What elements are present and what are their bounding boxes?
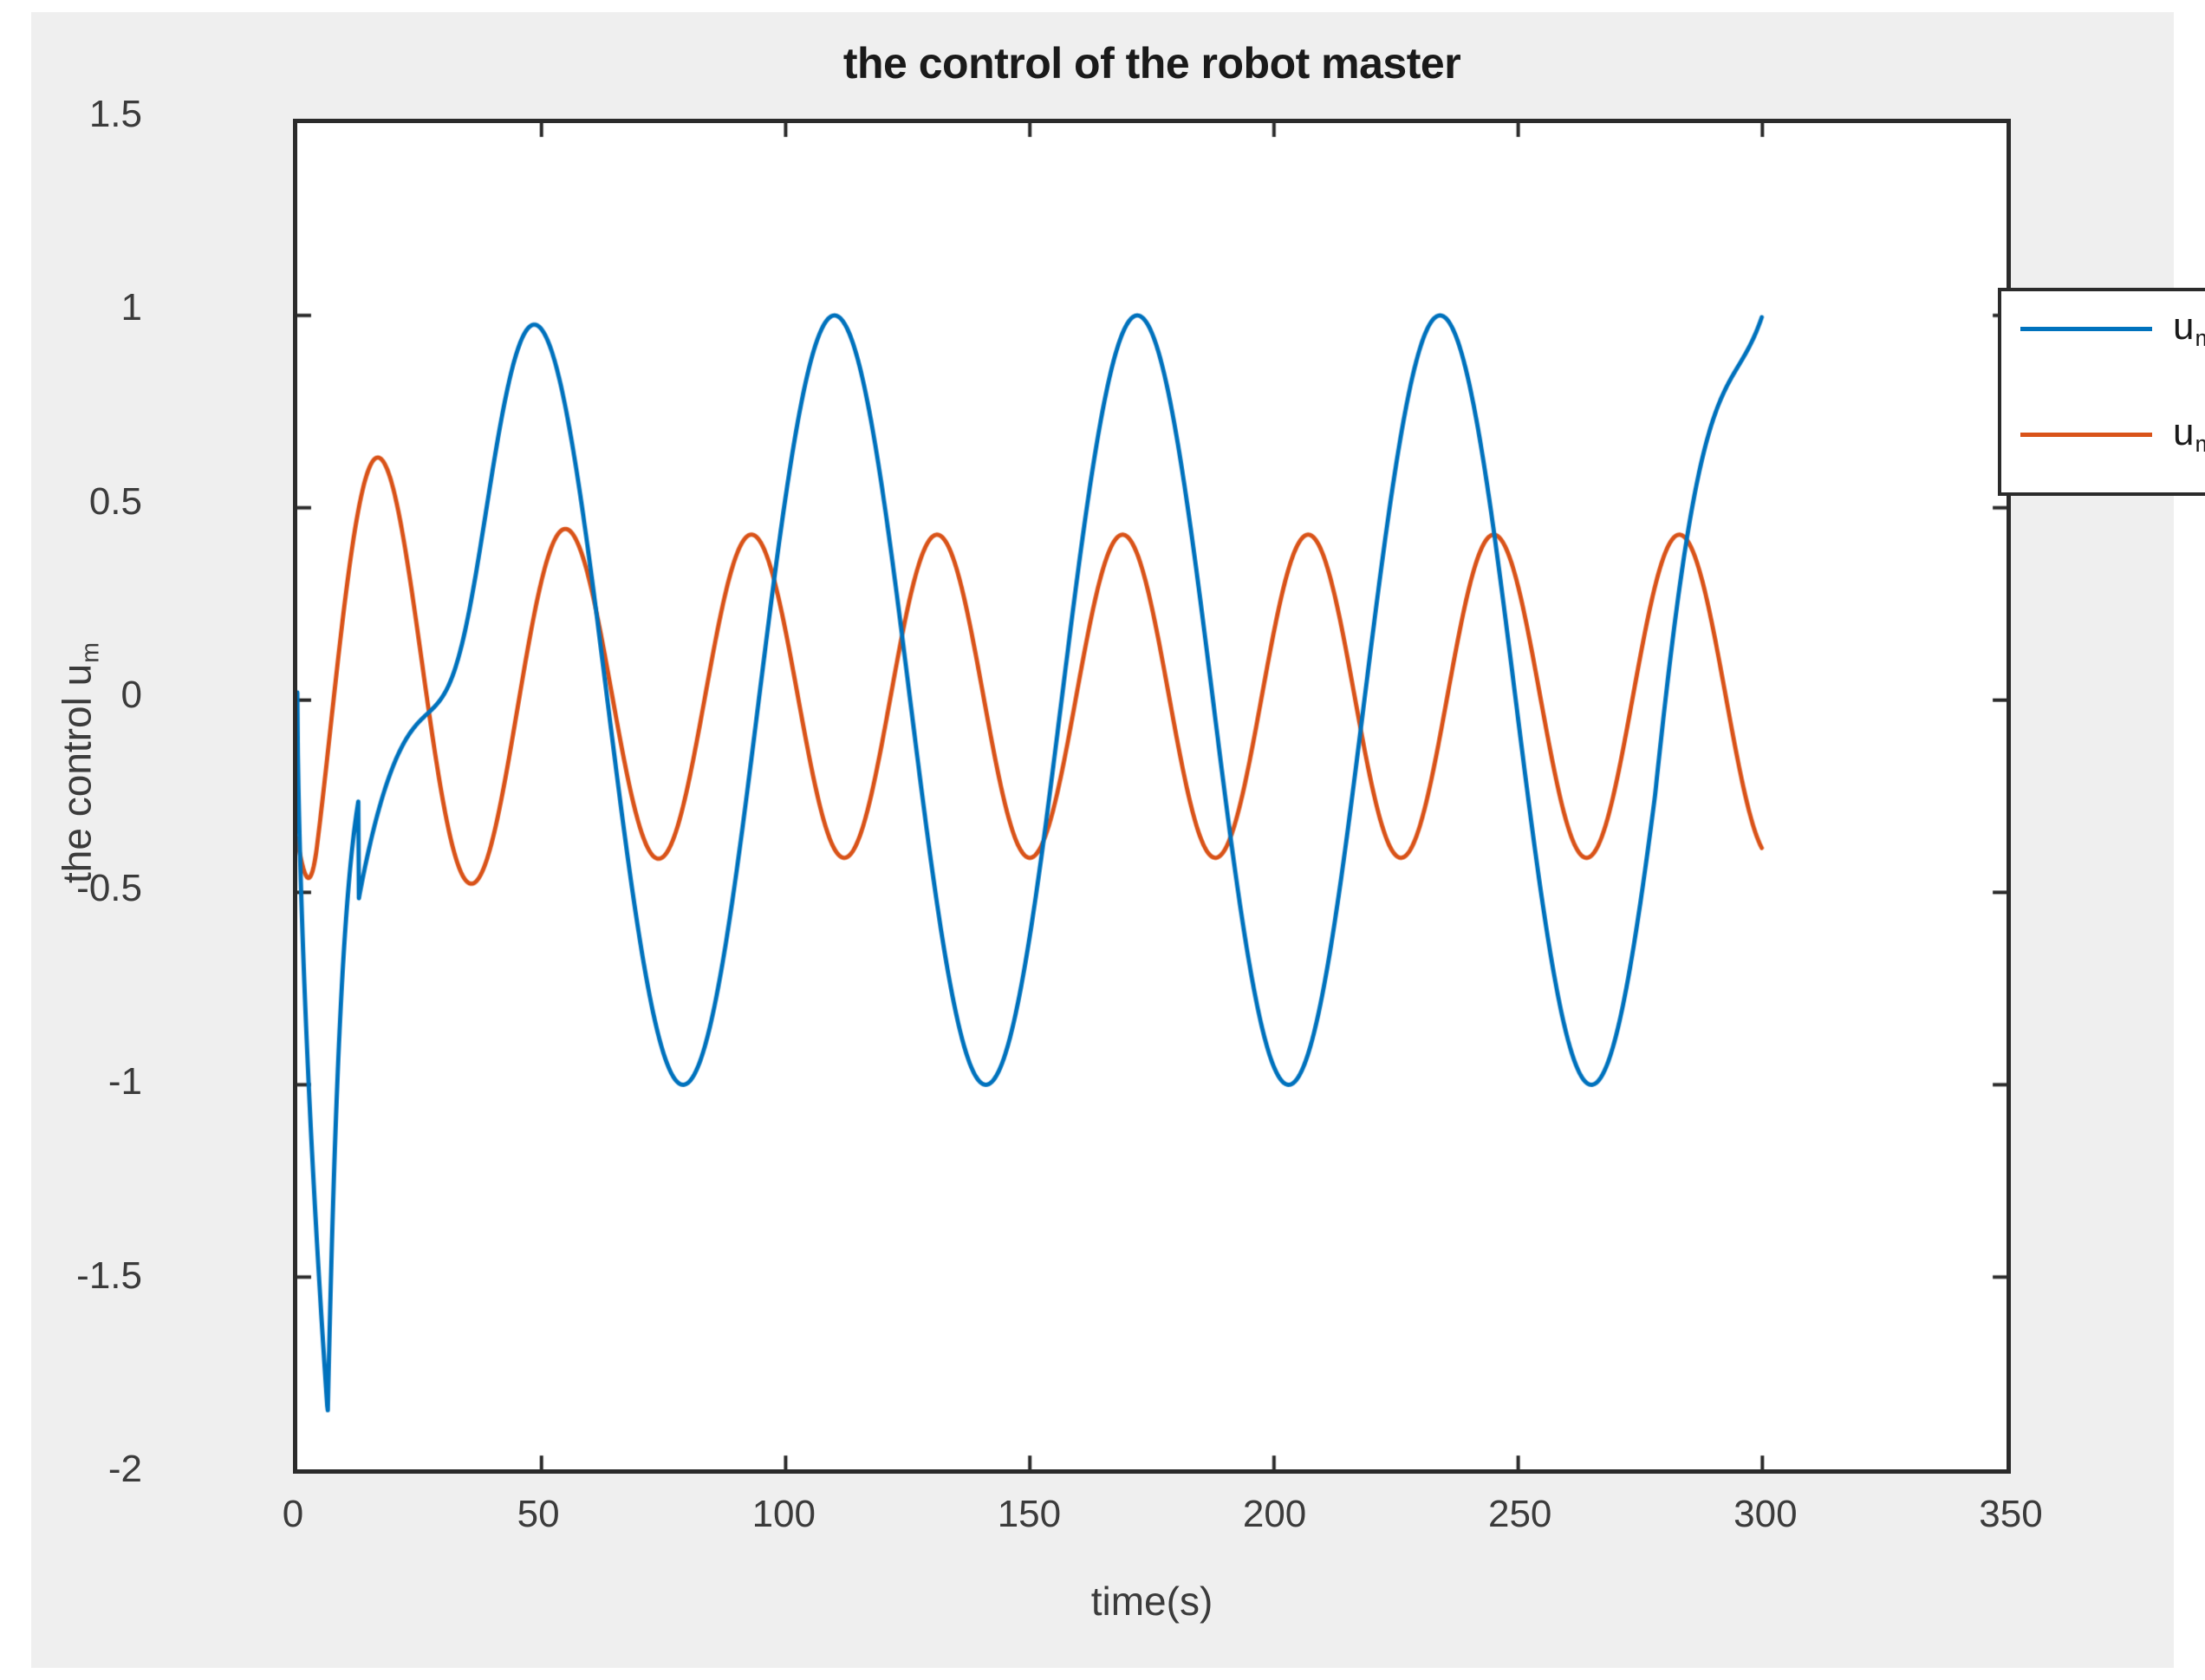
chart-canvas <box>297 123 2007 1469</box>
legend-swatch-uml <box>2020 326 2152 331</box>
y-tick-label: -0.5 <box>76 867 142 910</box>
plot-axes: uml umr <box>293 119 2205 1474</box>
y-tick-label: 0 <box>120 673 142 716</box>
legend-label-uml: uml <box>2173 304 2205 352</box>
legend-entry-uml[interactable]: uml <box>2001 307 2205 350</box>
x-tick-label: 200 <box>1242 1493 1307 1535</box>
x-tick-label: 100 <box>751 1493 816 1535</box>
page-title: the control of the robot master <box>842 39 1461 88</box>
x-tick-label: 50 <box>517 1493 560 1535</box>
legend-label-umr: umr <box>2173 413 2205 456</box>
y-tick-label: 1.5 <box>88 93 142 135</box>
legend-label-uml-base: u <box>2173 304 2195 348</box>
x-tick-label: 0 <box>282 1493 304 1535</box>
x-tick-label: 350 <box>1979 1493 2043 1535</box>
legend-label-uml-sub: ml <box>2195 324 2205 352</box>
legend-label-umr-base: u <box>2173 410 2195 453</box>
y-tick-label: -2 <box>107 1448 142 1490</box>
y-tick-label: 1 <box>120 286 142 329</box>
x-axis-label: time(s) <box>1090 1579 1213 1624</box>
x-tick-label: 250 <box>1487 1493 1552 1535</box>
y-tick-label: -1.5 <box>76 1253 142 1297</box>
legend-swatch-umr <box>2020 432 2152 437</box>
y-tick-label: -1 <box>107 1060 142 1104</box>
legend-entry-umr[interactable]: umr <box>2001 413 2205 456</box>
legend-label-umr-sub: mr <box>2195 430 2205 458</box>
y-tick-label: 0.5 <box>88 479 142 523</box>
chart-legend[interactable]: uml umr <box>1998 288 2205 496</box>
x-tick-label: 150 <box>997 1493 1062 1535</box>
x-tick-label: 300 <box>1733 1493 1798 1535</box>
